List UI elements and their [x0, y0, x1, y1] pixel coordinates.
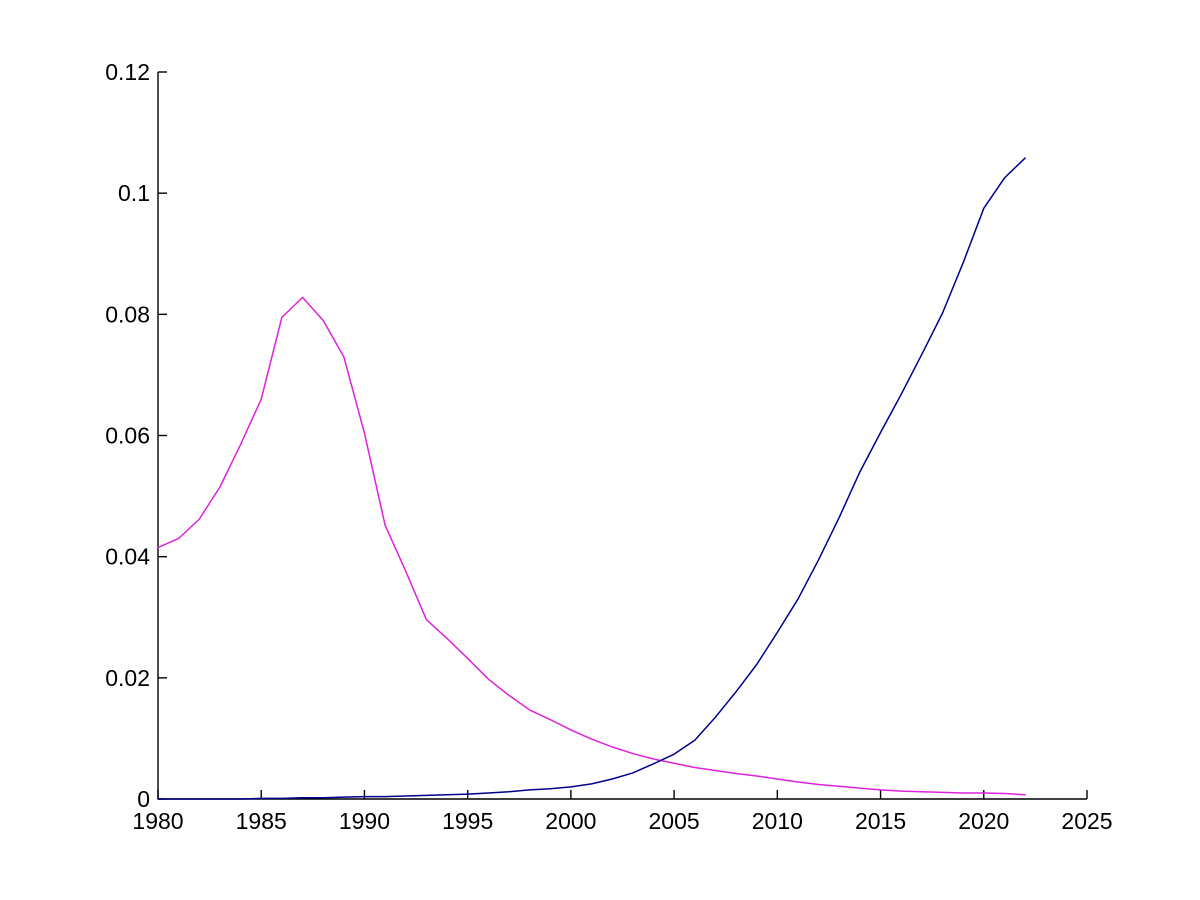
- y-tick-label: 0.06: [105, 423, 150, 449]
- x-tick-label: 2015: [855, 808, 906, 834]
- x-tick-label: 2000: [545, 808, 596, 834]
- y-tick-label: 0: [137, 786, 150, 812]
- x-tick-label: 2025: [1061, 808, 1112, 834]
- x-tick-label: 1980: [132, 808, 183, 834]
- series-line-magenta-series: [157, 296, 1026, 796]
- series-line-dark-blue-series: [157, 157, 1026, 800]
- y-tick-label: 0.02: [105, 665, 150, 691]
- y-tick-label: 0.1: [118, 180, 150, 206]
- x-tick-label: 1985: [236, 808, 287, 834]
- x-tick-label: 2020: [958, 808, 1009, 834]
- y-tick-label: 0.12: [105, 59, 150, 85]
- x-tick-label: 2010: [752, 808, 803, 834]
- x-tick-label: 2005: [649, 808, 700, 834]
- y-tick-label: 0.04: [105, 544, 150, 570]
- x-tick-label: 1990: [339, 808, 390, 834]
- x-tick-label: 1995: [442, 808, 493, 834]
- y-tick-label: 0.08: [105, 301, 150, 327]
